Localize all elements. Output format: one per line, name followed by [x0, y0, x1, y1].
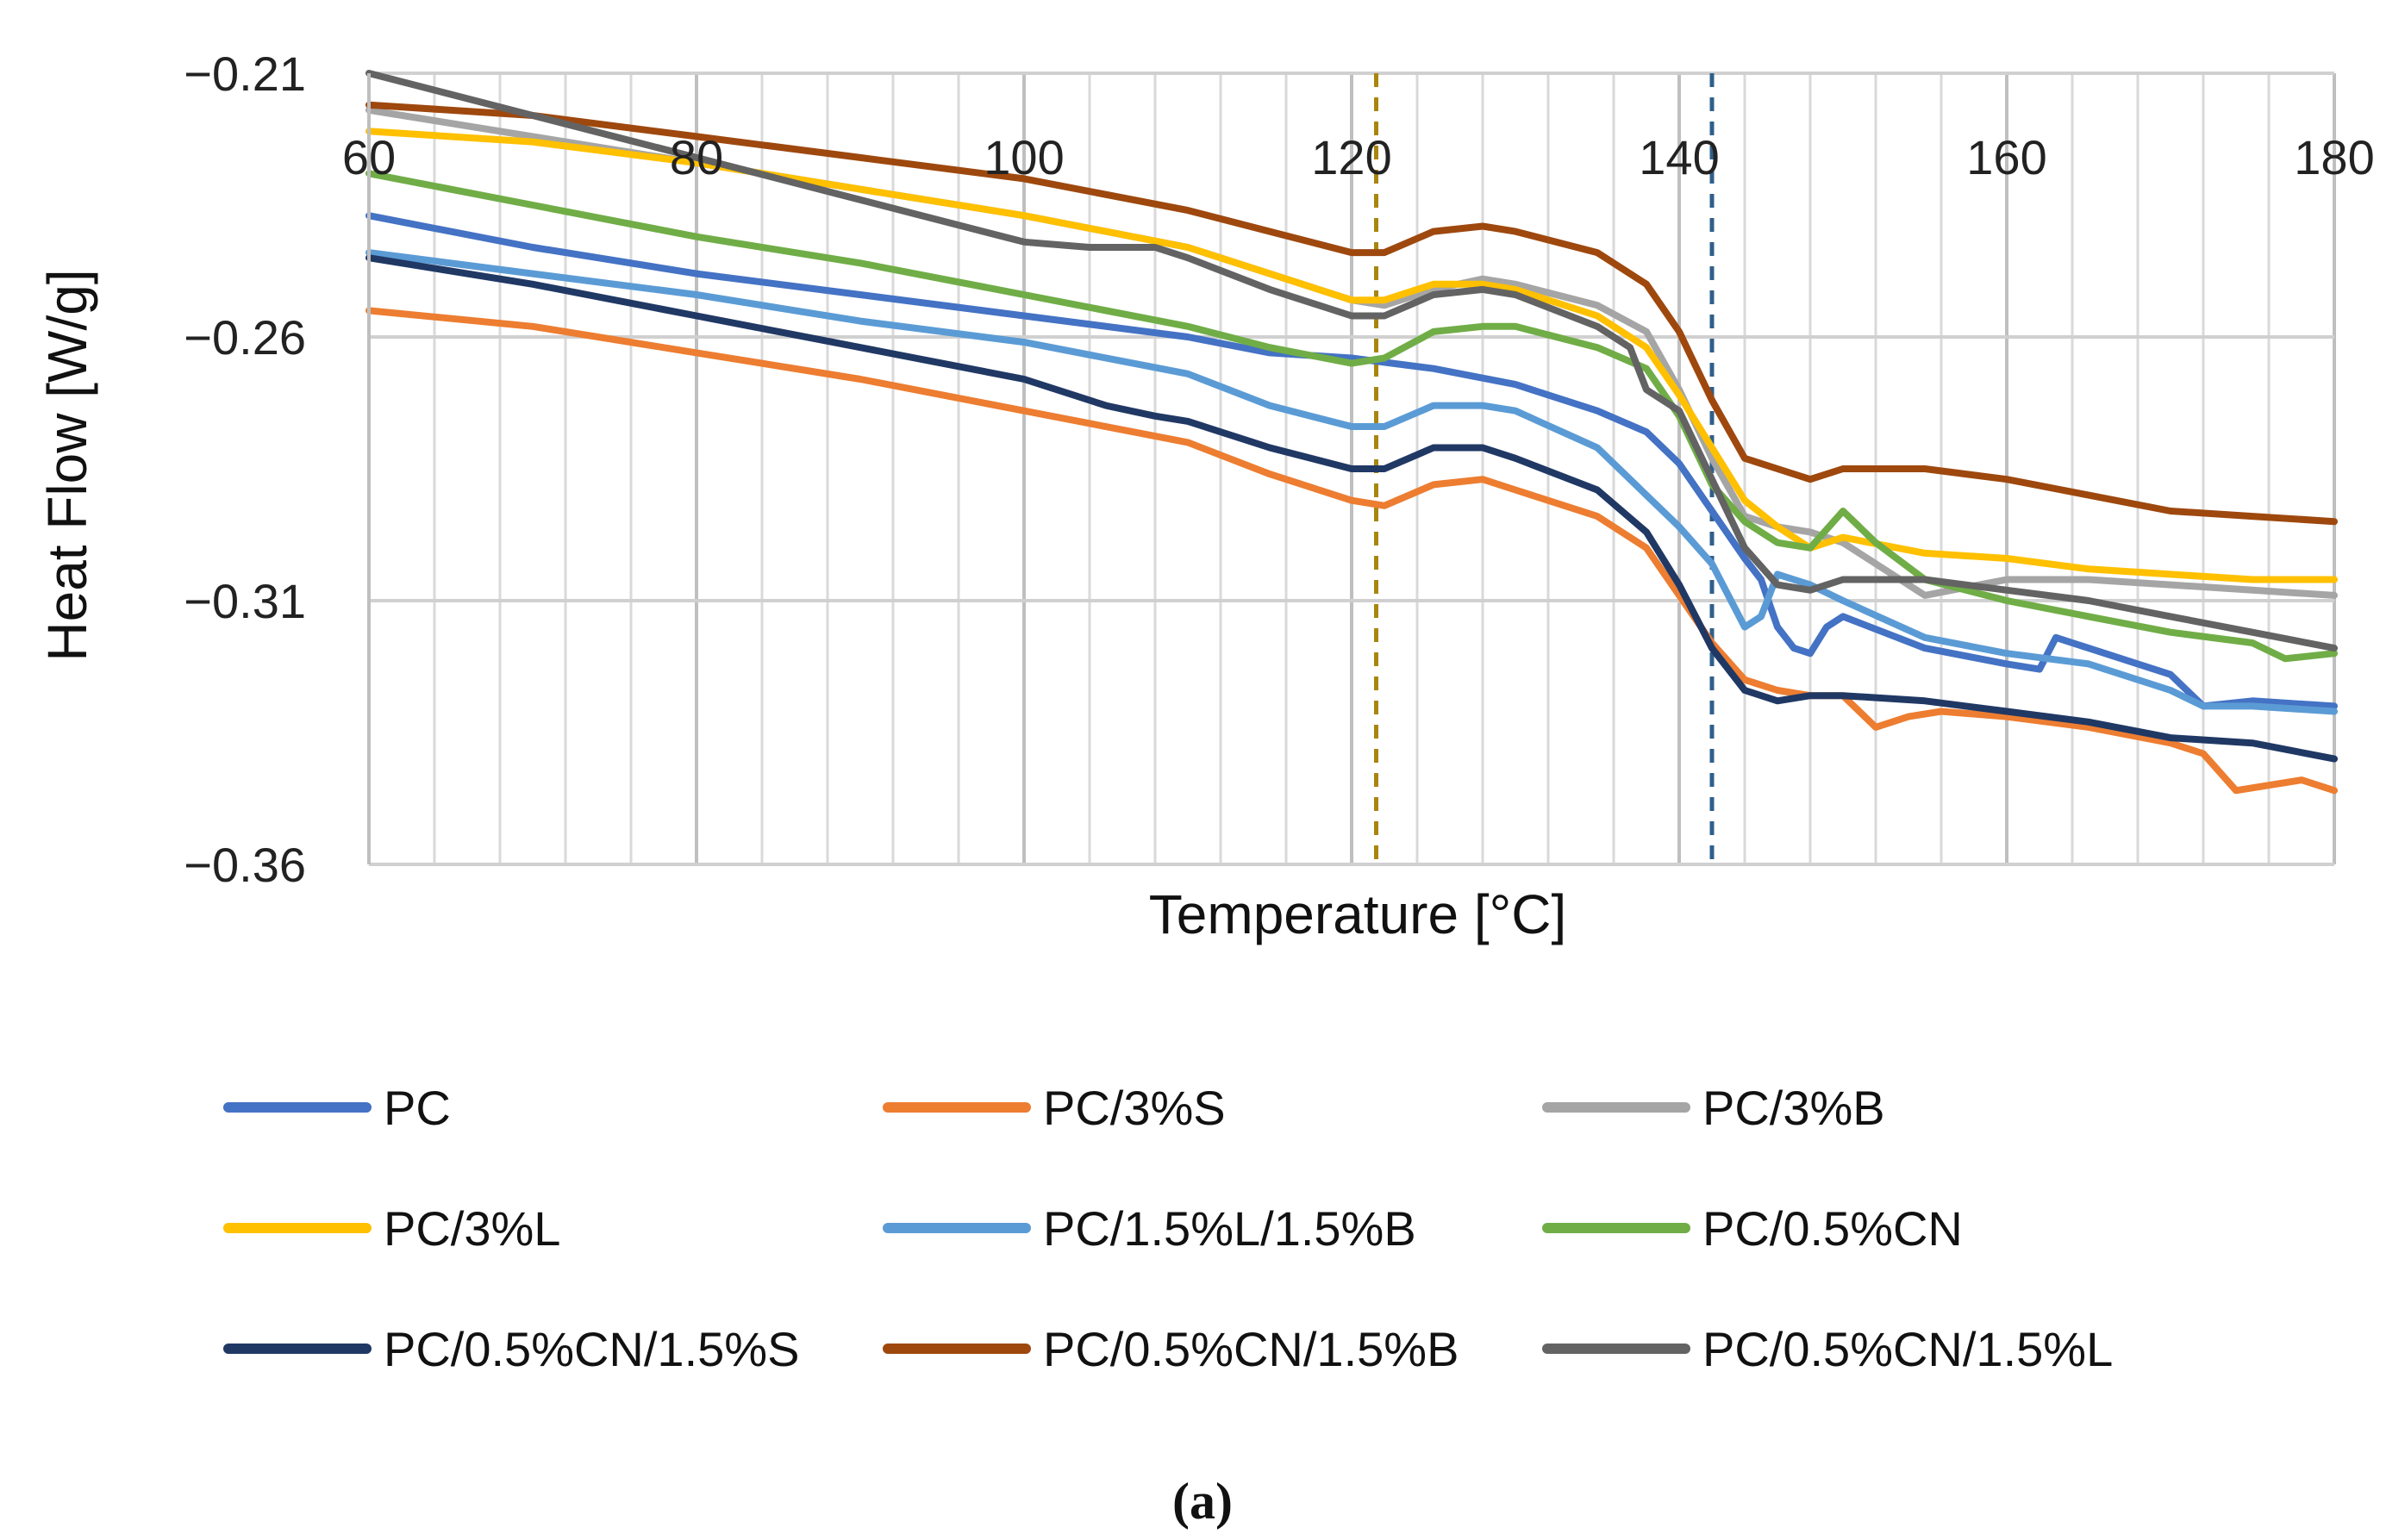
legend-label: PC/3%S	[1043, 1081, 1226, 1135]
legend-label: PC/3%B	[1702, 1081, 1885, 1135]
series-lines	[365, 70, 2338, 795]
x-tick-label: 80	[670, 130, 723, 184]
series-line	[365, 254, 2338, 763]
y-tick-label: −0.36	[184, 838, 306, 892]
series-line	[365, 249, 2338, 715]
legend-label: PC/0.5%CN/1.5%L	[1702, 1322, 2113, 1376]
x-tick-label: 60	[342, 130, 396, 184]
legend-label: PC	[384, 1081, 451, 1135]
figure-caption: (a)	[1172, 1473, 1233, 1530]
y-tick-label: −0.26	[184, 310, 306, 365]
series-line	[365, 128, 2338, 583]
y-tick-label: −0.21	[184, 47, 306, 101]
legend-label: PC/0.5%CN	[1702, 1201, 1963, 1256]
x-tick-label: 140	[1639, 130, 1719, 184]
legend-label: PC/0.5%CN/1.5%B	[1043, 1322, 1459, 1376]
series-line	[365, 170, 2338, 663]
legend-label: PC/1.5%L/1.5%B	[1043, 1201, 1416, 1256]
y-axis-title: Heat Flow [W/g]	[36, 269, 98, 661]
x-tick-label: 160	[1966, 130, 2046, 184]
series-line	[365, 101, 2338, 526]
legend: PC PC/3%S PC/3%B PC/3%L PC/1.5%L/1.5%B PC/0.5…	[223, 1081, 2113, 1376]
legend-label: PC/0.5%CN/1.5%S	[384, 1322, 799, 1376]
x-tick-label: 180	[2294, 130, 2374, 184]
legend-label: PC/3%L	[384, 1201, 560, 1256]
series-line	[365, 70, 2338, 652]
y-tick-label: −0.31	[184, 574, 306, 628]
x-tick-label: 100	[984, 130, 1064, 184]
series-line	[365, 212, 2338, 710]
x-axis-title: Temperature [°C]	[1149, 883, 1566, 945]
x-tick-label: 120	[1311, 130, 1391, 184]
axes: 60 80 100 120 140 160 180 −0.21 −0.26 −0.31 −0.36	[184, 47, 2374, 892]
